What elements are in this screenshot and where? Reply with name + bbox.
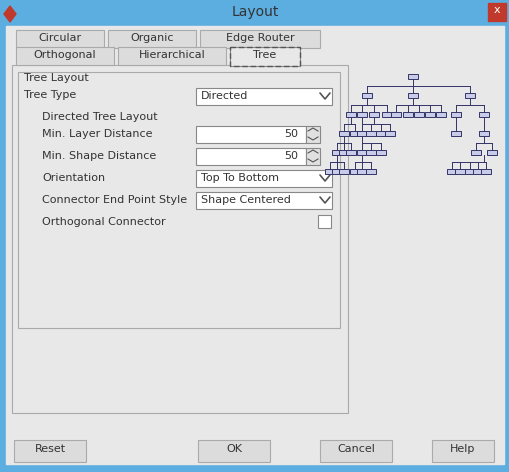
Bar [446,169,456,174]
Text: Cancel: Cancel [336,444,374,454]
Bar [486,150,496,154]
Bar [118,47,225,65]
Bar [319,440,391,462]
Bar [356,150,366,154]
Bar [431,440,493,462]
Bar [197,440,269,462]
Bar [454,169,464,174]
Bar [487,3,505,21]
Bar [356,169,366,174]
Bar [338,150,348,154]
Polygon shape [4,6,16,22]
Bar [381,111,391,117]
Text: Directed: Directed [201,91,248,101]
Bar [464,93,474,98]
Bar [356,130,366,135]
Bar [349,169,359,174]
Bar [356,111,366,117]
Bar [375,150,385,154]
Bar [331,169,342,174]
Text: Shape Centered: Shape Centered [201,195,290,205]
Bar [18,72,340,328]
Bar [195,170,331,187]
Bar [375,130,385,135]
Bar [450,111,460,117]
Text: Orthogonal: Orthogonal [34,50,96,60]
Bar [424,111,434,117]
Bar [305,126,319,143]
Bar [369,111,378,117]
Bar [318,215,330,228]
Bar [435,111,445,117]
Bar [480,169,490,174]
Bar [384,130,394,135]
Bar [450,130,460,135]
Bar [478,130,488,135]
Text: OK: OK [225,444,242,454]
Bar [472,169,482,174]
Bar [413,111,423,117]
Bar [345,111,355,117]
Bar [338,169,348,174]
Bar [407,93,417,98]
Bar [12,65,347,413]
Bar [195,126,305,143]
Bar [195,192,331,209]
Text: Min. Shape Distance: Min. Shape Distance [42,151,156,161]
Text: Reset: Reset [35,444,66,454]
Bar [390,111,400,117]
Text: Min. Layer Distance: Min. Layer Distance [42,129,152,139]
Text: Circular: Circular [38,33,81,43]
Bar [305,148,319,165]
Bar [365,150,375,154]
Bar [349,130,359,135]
Text: Hierarchical: Hierarchical [138,50,205,60]
Text: Directed Tree Layout: Directed Tree Layout [42,112,157,122]
Bar [200,30,319,48]
Text: Tree: Tree [253,50,276,60]
Bar [16,47,114,65]
Text: Edge Router: Edge Router [225,33,294,43]
Text: Layout: Layout [231,5,278,19]
Bar [331,150,342,154]
Bar [0,0,509,26]
Text: Tree Type: Tree Type [24,90,76,100]
Text: Connector End Point Style: Connector End Point Style [42,195,187,205]
Bar [464,169,474,174]
Bar [195,148,305,165]
Text: Top To Bottom: Top To Bottom [201,173,278,183]
Bar [108,30,195,48]
Bar [324,169,334,174]
Text: Orientation: Orientation [42,173,105,183]
Bar [365,130,375,135]
Text: Organic: Organic [130,33,174,43]
Bar [338,130,348,135]
Bar [365,169,375,174]
Bar [361,93,371,98]
Bar [14,440,86,462]
Text: 50: 50 [284,151,297,161]
Bar [345,150,355,154]
Bar [478,111,488,117]
Text: 50: 50 [284,129,297,139]
Bar [195,88,331,105]
Text: Help: Help [449,444,475,454]
Text: Orthogonal Connector: Orthogonal Connector [42,217,165,227]
Text: Tree Layout: Tree Layout [24,73,89,83]
Bar [402,111,412,117]
Bar [16,30,104,48]
Bar [230,47,299,66]
Text: x: x [493,5,499,15]
Bar [407,74,417,78]
Bar [470,150,480,154]
Bar [230,47,299,66]
